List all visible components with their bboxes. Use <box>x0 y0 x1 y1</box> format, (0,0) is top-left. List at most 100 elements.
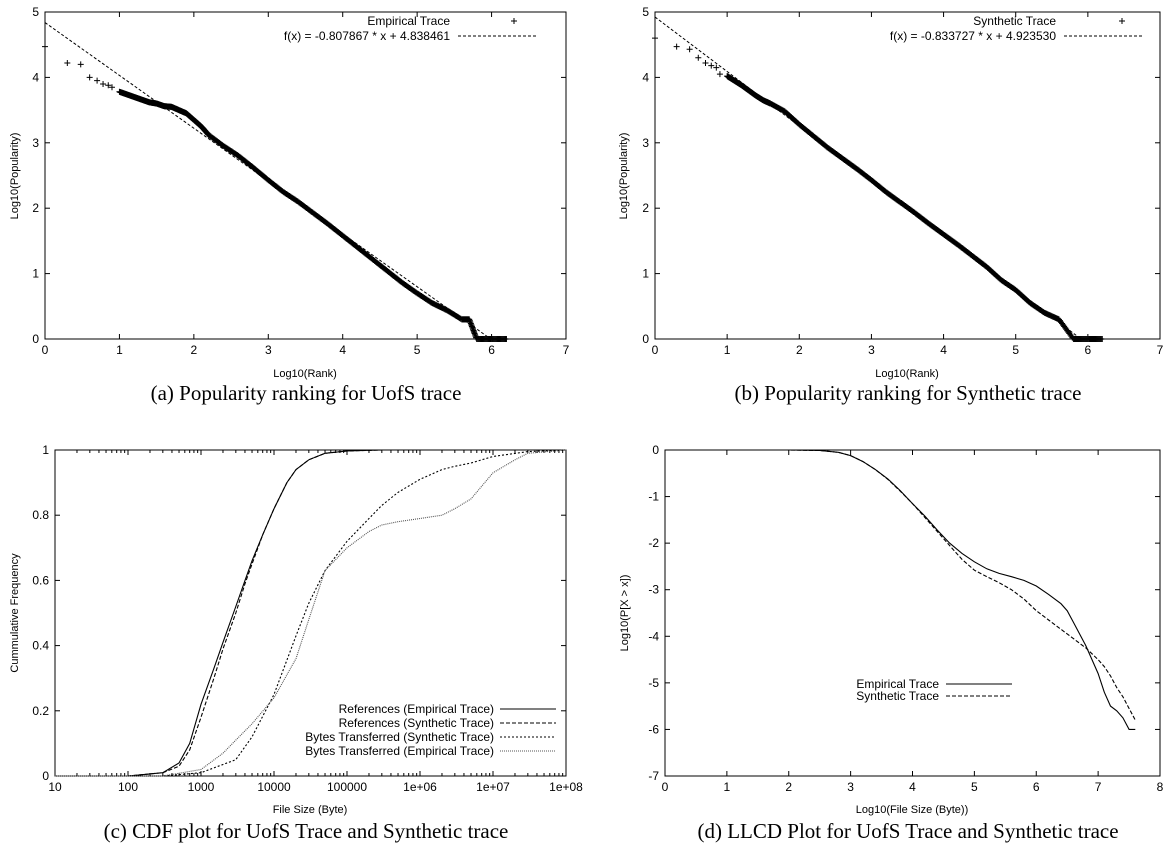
panel-c-legend-label-ref-synthetic: References (Synthetic Trace) <box>339 716 494 730</box>
panel-b-legend-swatch-synthetic <box>1118 17 1126 25</box>
data-point <box>105 82 112 89</box>
panel-a-y-axis-label: Log10(Popularity) <box>9 133 21 220</box>
y-tick-label: 3 <box>642 136 649 150</box>
panel-a-plot-frame <box>44 11 567 340</box>
y-tick-label: 0.8 <box>32 508 49 522</box>
data-point <box>695 54 702 61</box>
data-point <box>866 175 873 182</box>
x-tick-label: 1 <box>116 343 123 357</box>
y-tick-label: -7 <box>648 769 659 783</box>
panel-c-series-3-line <box>55 449 567 777</box>
data-point <box>248 162 255 169</box>
panel-d-y-axis-label: Log10(P[X > x]) <box>619 575 631 652</box>
panel-c-plot-frame <box>54 449 567 777</box>
data-point <box>382 266 389 273</box>
x-tick-label: 4 <box>940 343 947 357</box>
y-tick-label: -4 <box>648 629 659 643</box>
x-tick-label: 1e+07 <box>476 780 510 794</box>
data-point <box>322 219 329 226</box>
panel-d-y-ticks: -7 -6 -5 -4 -3 -2 -1 0 <box>648 443 1160 783</box>
panel-b-plot-frame <box>654 11 1161 340</box>
data-point <box>895 197 902 204</box>
panel-d-caption: (d) LLCD Plot for UofS Trace and Synthet… <box>697 819 1118 843</box>
panel-b-series-1-fit-line <box>654 16 1082 340</box>
panel-b-series <box>652 16 1106 342</box>
panel-d-series-1-line <box>665 449 1136 721</box>
y-tick-label: 0.4 <box>32 639 49 653</box>
panel-d: 0 1 2 3 4 5 6 7 8 -7 -6 -5 -4 -3 -2 -1 0 Log10(File Siz… <box>619 443 1164 843</box>
data-point <box>996 275 1003 282</box>
panel-b-x-ticks: 0 1 2 3 4 5 6 7 <box>652 12 1164 357</box>
panel-d-series <box>665 449 1136 730</box>
data-point <box>851 164 858 171</box>
data-point <box>502 336 509 342</box>
x-tick-label: 6 <box>488 343 495 357</box>
panel-c-series-2-line <box>55 449 567 777</box>
x-tick-label: 3 <box>868 343 875 357</box>
y-tick-label: 4 <box>642 70 649 84</box>
data-point <box>938 229 945 236</box>
panel-c-series <box>55 449 567 777</box>
x-tick-label: 100 <box>118 780 138 794</box>
x-tick-label: 10000 <box>257 780 291 794</box>
y-tick-label: 1 <box>642 267 649 281</box>
data-point <box>713 64 720 71</box>
data-point <box>263 175 270 182</box>
panel-b-y-ticks: 0 1 2 3 4 5 <box>642 5 1160 346</box>
panel-c-legend-label-bytes-synthetic: Bytes Transferred (Synthetic Trace) <box>305 730 494 744</box>
panel-a-series <box>42 22 510 342</box>
panel-a-y-ticks: 0 1 2 3 4 5 <box>32 5 566 346</box>
data-point <box>716 71 723 78</box>
panel-d-x-axis-label: Log10(File Size (Byte)) <box>856 804 969 816</box>
y-tick-label: 5 <box>32 5 39 19</box>
data-point <box>412 288 419 295</box>
x-tick-label: 8 <box>1157 780 1164 794</box>
data-point <box>100 80 107 87</box>
x-tick-label: 3 <box>847 780 854 794</box>
x-tick-label: 1e+08 <box>549 780 583 794</box>
panel-a-caption: (a) Popularity ranking for UofS trace <box>151 381 462 405</box>
data-point <box>94 77 101 84</box>
panel-c-legend: References (Empirical Trace) References … <box>305 702 556 758</box>
data-point <box>352 242 359 249</box>
panel-b-legend: Synthetic Trace f(x) = -0.833727 * x + 4… <box>890 14 1142 43</box>
data-point <box>967 251 974 258</box>
y-tick-label: 4 <box>32 70 39 84</box>
x-tick-label: 1000 <box>188 780 215 794</box>
x-tick-label: 7 <box>563 343 570 357</box>
y-tick-label: -3 <box>648 583 659 597</box>
data-point <box>652 35 658 42</box>
x-tick-label: 10 <box>48 780 62 794</box>
data-point <box>686 46 693 53</box>
panel-b-series-0-points <box>652 35 1106 342</box>
panel-d-x-ticks: 0 1 2 3 4 5 6 7 8 <box>662 450 1164 794</box>
panel-b-y-axis-label: Log10(Popularity) <box>618 133 630 220</box>
panel-a-x-axis-label: Log10(Rank) <box>273 368 337 380</box>
data-point <box>42 43 48 50</box>
x-tick-label: 5 <box>414 343 421 357</box>
x-tick-label: 2 <box>785 780 792 794</box>
x-tick-label: 1e+06 <box>403 780 437 794</box>
x-tick-label: 5 <box>971 780 978 794</box>
data-point <box>673 43 680 50</box>
x-tick-label: 100000 <box>327 780 367 794</box>
data-point <box>708 62 715 69</box>
data-point <box>1010 285 1017 292</box>
panel-b-caption: (b) Popularity ranking for Synthetic tra… <box>735 381 1082 405</box>
panel-a-legend-swatch-empirical <box>510 17 518 25</box>
panel-c-legend-label-ref-empirical: References (Empirical Trace) <box>339 702 494 716</box>
x-tick-label: 6 <box>1085 343 1092 357</box>
panel-d-legend-label-synthetic: Synthetic Trace <box>856 689 939 703</box>
y-tick-label: 0 <box>42 769 49 783</box>
data-point <box>952 240 959 247</box>
y-tick-label: 3 <box>32 136 39 150</box>
panel-a-legend-label-empirical: Empirical Trace <box>367 14 450 28</box>
panel-c-x-axis-label: File Size (Byte) <box>273 804 348 816</box>
panel-c-y-ticks: 0 0.2 0.4 0.6 0.8 1 <box>32 443 566 783</box>
y-tick-label: 1 <box>42 443 49 457</box>
data-point <box>64 60 71 67</box>
panel-b-legend-label-fit: f(x) = -0.833727 * x + 4.923530 <box>890 29 1056 43</box>
panel-a-x-ticks: 0 1 2 3 4 5 6 7 <box>42 12 570 357</box>
x-tick-label: 3 <box>265 343 272 357</box>
